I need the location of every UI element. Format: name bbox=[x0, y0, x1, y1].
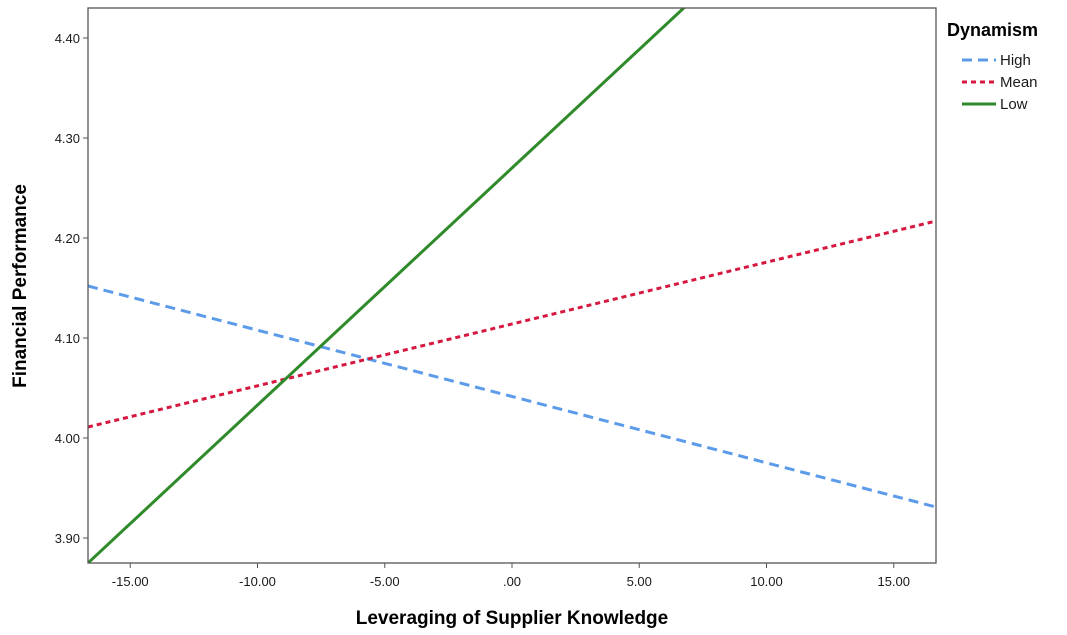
y-axis: 3.90 4.00 4.10 4.20 4.30 4.40 bbox=[55, 31, 88, 546]
series-line-high bbox=[88, 284, 936, 509]
x-axis-title: Leveraging of Supplier Knowledge bbox=[356, 608, 668, 629]
legend-label-high: High bbox=[1000, 52, 1031, 69]
y-tick-label: 4.30 bbox=[55, 131, 80, 146]
legend: Dynamism High Mean Low bbox=[937, 10, 1065, 132]
x-tick-label: 10.00 bbox=[750, 574, 783, 589]
series-line-mean bbox=[88, 219, 936, 429]
x-tick-label: -15.00 bbox=[112, 574, 149, 589]
series-layer bbox=[88, 8, 936, 563]
y-tick-label: 4.40 bbox=[55, 31, 80, 46]
x-tick-label: 15.00 bbox=[877, 574, 910, 589]
x-tick-label: 5.00 bbox=[627, 574, 652, 589]
y-tick-label: 4.20 bbox=[55, 231, 80, 246]
y-tick-label: 4.00 bbox=[55, 431, 80, 446]
legend-background bbox=[937, 10, 1065, 132]
x-tick-label: .00 bbox=[503, 574, 521, 589]
legend-label-low: Low bbox=[1000, 96, 1028, 113]
x-tick-label: -5.00 bbox=[370, 574, 400, 589]
y-tick-label: 4.10 bbox=[55, 331, 80, 346]
plot-background bbox=[88, 8, 936, 563]
x-tick-label: -10.00 bbox=[239, 574, 276, 589]
legend-title: Dynamism bbox=[947, 20, 1038, 40]
legend-items: High Mean Low bbox=[962, 52, 1038, 113]
series-line-low bbox=[88, 8, 686, 563]
x-axis: -15.00 -10.00 -5.00 .00 5.00 10.00 15.00 bbox=[112, 563, 910, 589]
y-tick-label: 3.90 bbox=[55, 531, 80, 546]
legend-label-mean: Mean bbox=[1000, 74, 1038, 91]
y-axis-title: Financial Performance bbox=[10, 184, 31, 388]
